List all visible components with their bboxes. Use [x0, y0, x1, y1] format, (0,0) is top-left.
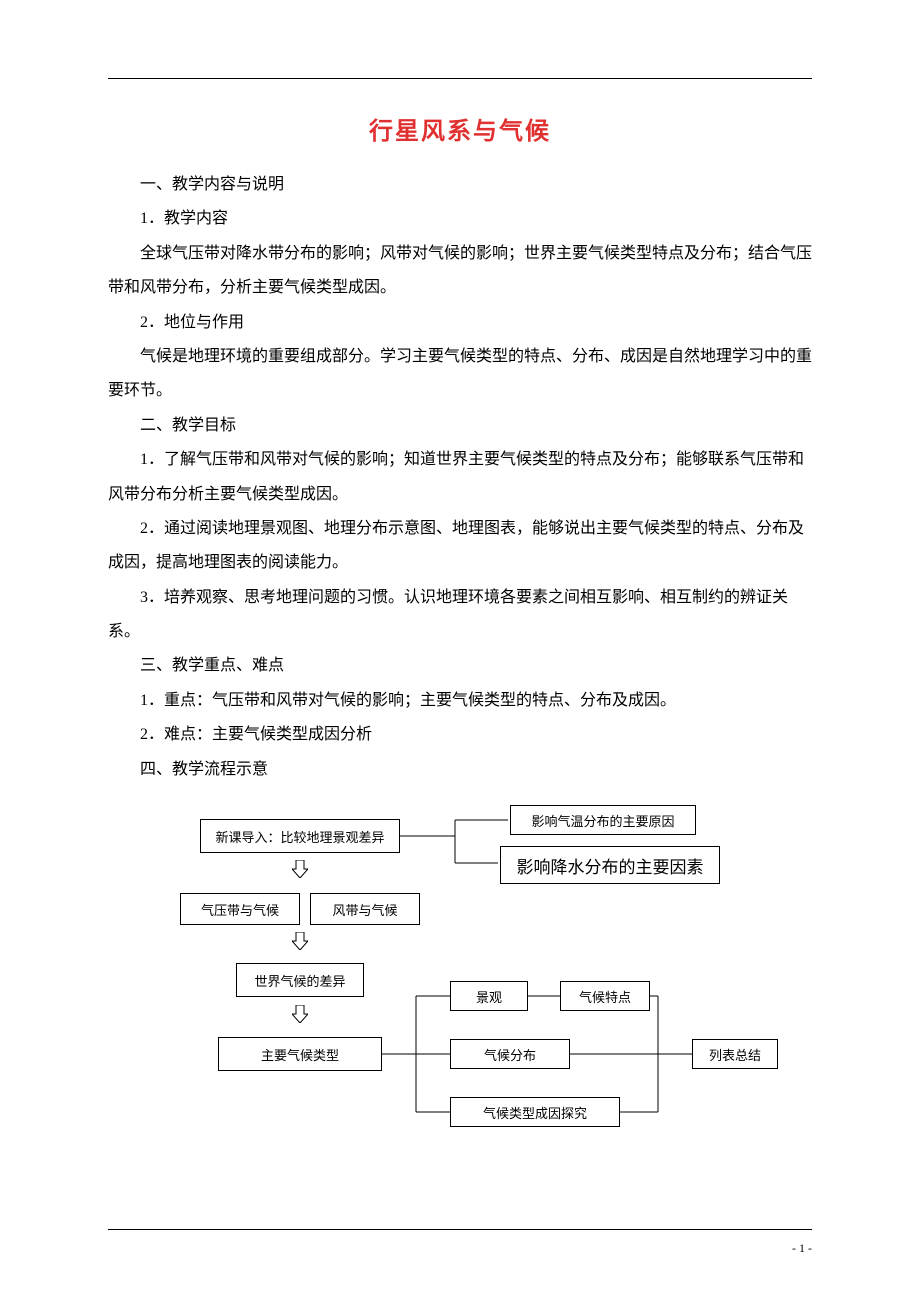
section-1-1-para: 全球气压带对降水带分布的影响；风带对气候的影响；世界主要气候类型特点及分布；结合…: [108, 237, 812, 306]
connector-intro-right: [400, 805, 510, 885]
teaching-flowchart: 新课导入：比较地理景观差异 影响气温分布的主要原因影响降水分布的主要因素气压带与气…: [140, 805, 780, 1175]
flow-node-features: 气候特点: [560, 981, 650, 1011]
section-2-heading: 二、教学目标: [108, 409, 812, 443]
flow-node-cause: 气候类型成因探究: [450, 1097, 620, 1127]
flow-node-distribution: 气候分布: [450, 1039, 570, 1069]
connector-main-types-right: [382, 975, 452, 1125]
flow-arrow-down-1: [292, 932, 308, 950]
section-3-heading: 三、教学重点、难点: [108, 649, 812, 683]
flow-node-pressure: 气压带与气候: [180, 893, 300, 925]
top-rule: [108, 78, 812, 79]
flow-node-summary: 列表总结: [692, 1039, 778, 1069]
flow-arrow-down-0: [292, 860, 308, 878]
section-1-1-label: 1．教学内容: [108, 202, 812, 236]
section-2-2: 2．通过阅读地理景观图、地理分布示意图、地理图表，能够说出主要气候类型的特点、分…: [108, 512, 812, 581]
section-1-heading: 一、教学内容与说明: [108, 168, 812, 202]
section-1-2-label: 2．地位与作用: [108, 306, 812, 340]
section-1-2-para: 气候是地理环境的重要组成部分。学习主要气候类型的特点、分布、成因是自然地理学习中…: [108, 340, 812, 409]
flow-arrow-down-2: [292, 1005, 308, 1023]
flow-node-temp_cause: 影响气温分布的主要原因: [510, 805, 696, 835]
page-number: - 1 -: [792, 1241, 812, 1256]
section-3-1: 1．重点：气压带和风带对气候的影响；主要气候类型的特点、分布及成因。: [108, 684, 812, 718]
section-2-3: 3．培养观察、思考地理问题的习惯。认识地理环境各要素之间相互影响、相互制约的辨证…: [108, 581, 812, 650]
section-4-heading: 四、教学流程示意: [108, 753, 812, 787]
bottom-rule: [108, 1229, 812, 1230]
section-2-1: 1．了解气压带和风带对气候的影响；知道世界主要气候类型的特点及分布；能够联系气压…: [108, 443, 812, 512]
flow-node-intro: 新课导入：比较地理景观差异: [200, 819, 400, 853]
flow-node-world_diff: 世界气候的差异: [236, 963, 364, 997]
flow-node-main_types: 主要气候类型: [218, 1037, 382, 1071]
flow-node-wind: 风带与气候: [310, 893, 420, 925]
page-title: 行星风系与气候: [108, 111, 812, 146]
flow-node-precip_cause: 影响降水分布的主要因素: [500, 846, 720, 884]
section-3-2: 2．难点：主要气候类型成因分析: [108, 718, 812, 752]
connector-landscape-features: [528, 990, 562, 1002]
flow-node-landscape: 景观: [450, 981, 528, 1011]
